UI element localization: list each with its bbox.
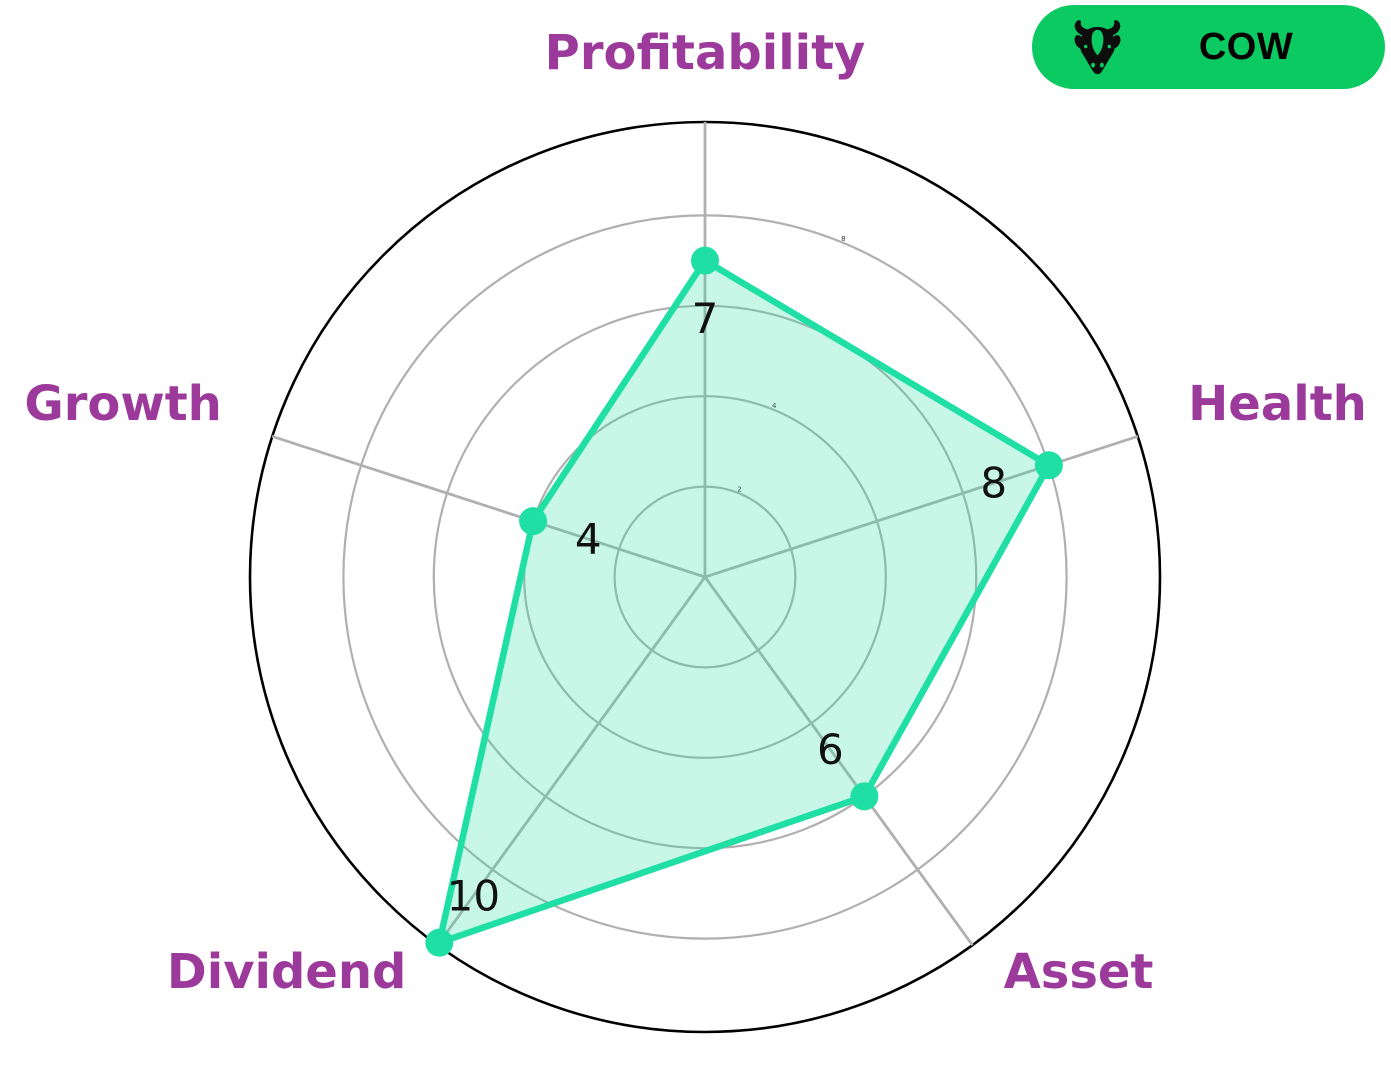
category-label-growth: Growth bbox=[24, 376, 222, 432]
radial-tick-label: 8 bbox=[841, 235, 845, 243]
category-label-dividend: Dividend bbox=[167, 944, 406, 1000]
data-point-marker bbox=[425, 928, 454, 957]
cow-nostril-left bbox=[1091, 62, 1096, 68]
axis-spoke bbox=[271, 435, 706, 579]
data-point-marker bbox=[691, 246, 719, 275]
data-point-value-label: 8 bbox=[980, 459, 1007, 508]
data-point-value-label: 10 bbox=[447, 871, 500, 920]
cow-blaze bbox=[1091, 29, 1104, 55]
category-label-asset: Asset bbox=[1004, 944, 1154, 1000]
cow-nostril-right bbox=[1099, 62, 1104, 68]
category-label-health: Health bbox=[1188, 376, 1367, 432]
axis-spoke bbox=[436, 576, 707, 947]
category-label-profitability: Profitability bbox=[545, 25, 866, 81]
cow-eye-right bbox=[1107, 44, 1112, 48]
data-point-value-label: 7 bbox=[692, 294, 719, 343]
cow-eye-left bbox=[1083, 44, 1088, 48]
cow-icon bbox=[1074, 19, 1121, 74]
radial-tick-label: 2 bbox=[737, 485, 741, 493]
axis-spoke bbox=[703, 576, 974, 947]
axis-spoke bbox=[704, 435, 1139, 579]
data-point-value-label: 6 bbox=[817, 725, 844, 774]
data-point-marker bbox=[519, 507, 548, 536]
data-point-marker bbox=[850, 782, 879, 811]
ticker-badge: COW bbox=[1032, 5, 1385, 89]
radar-line bbox=[436, 257, 1053, 946]
data-point-value-label: 4 bbox=[575, 515, 602, 564]
radial-tick-label: 4 bbox=[772, 402, 777, 410]
radar-area bbox=[439, 260, 1049, 943]
ticker-label: COW bbox=[1198, 25, 1294, 68]
data-point-marker bbox=[1034, 451, 1063, 480]
